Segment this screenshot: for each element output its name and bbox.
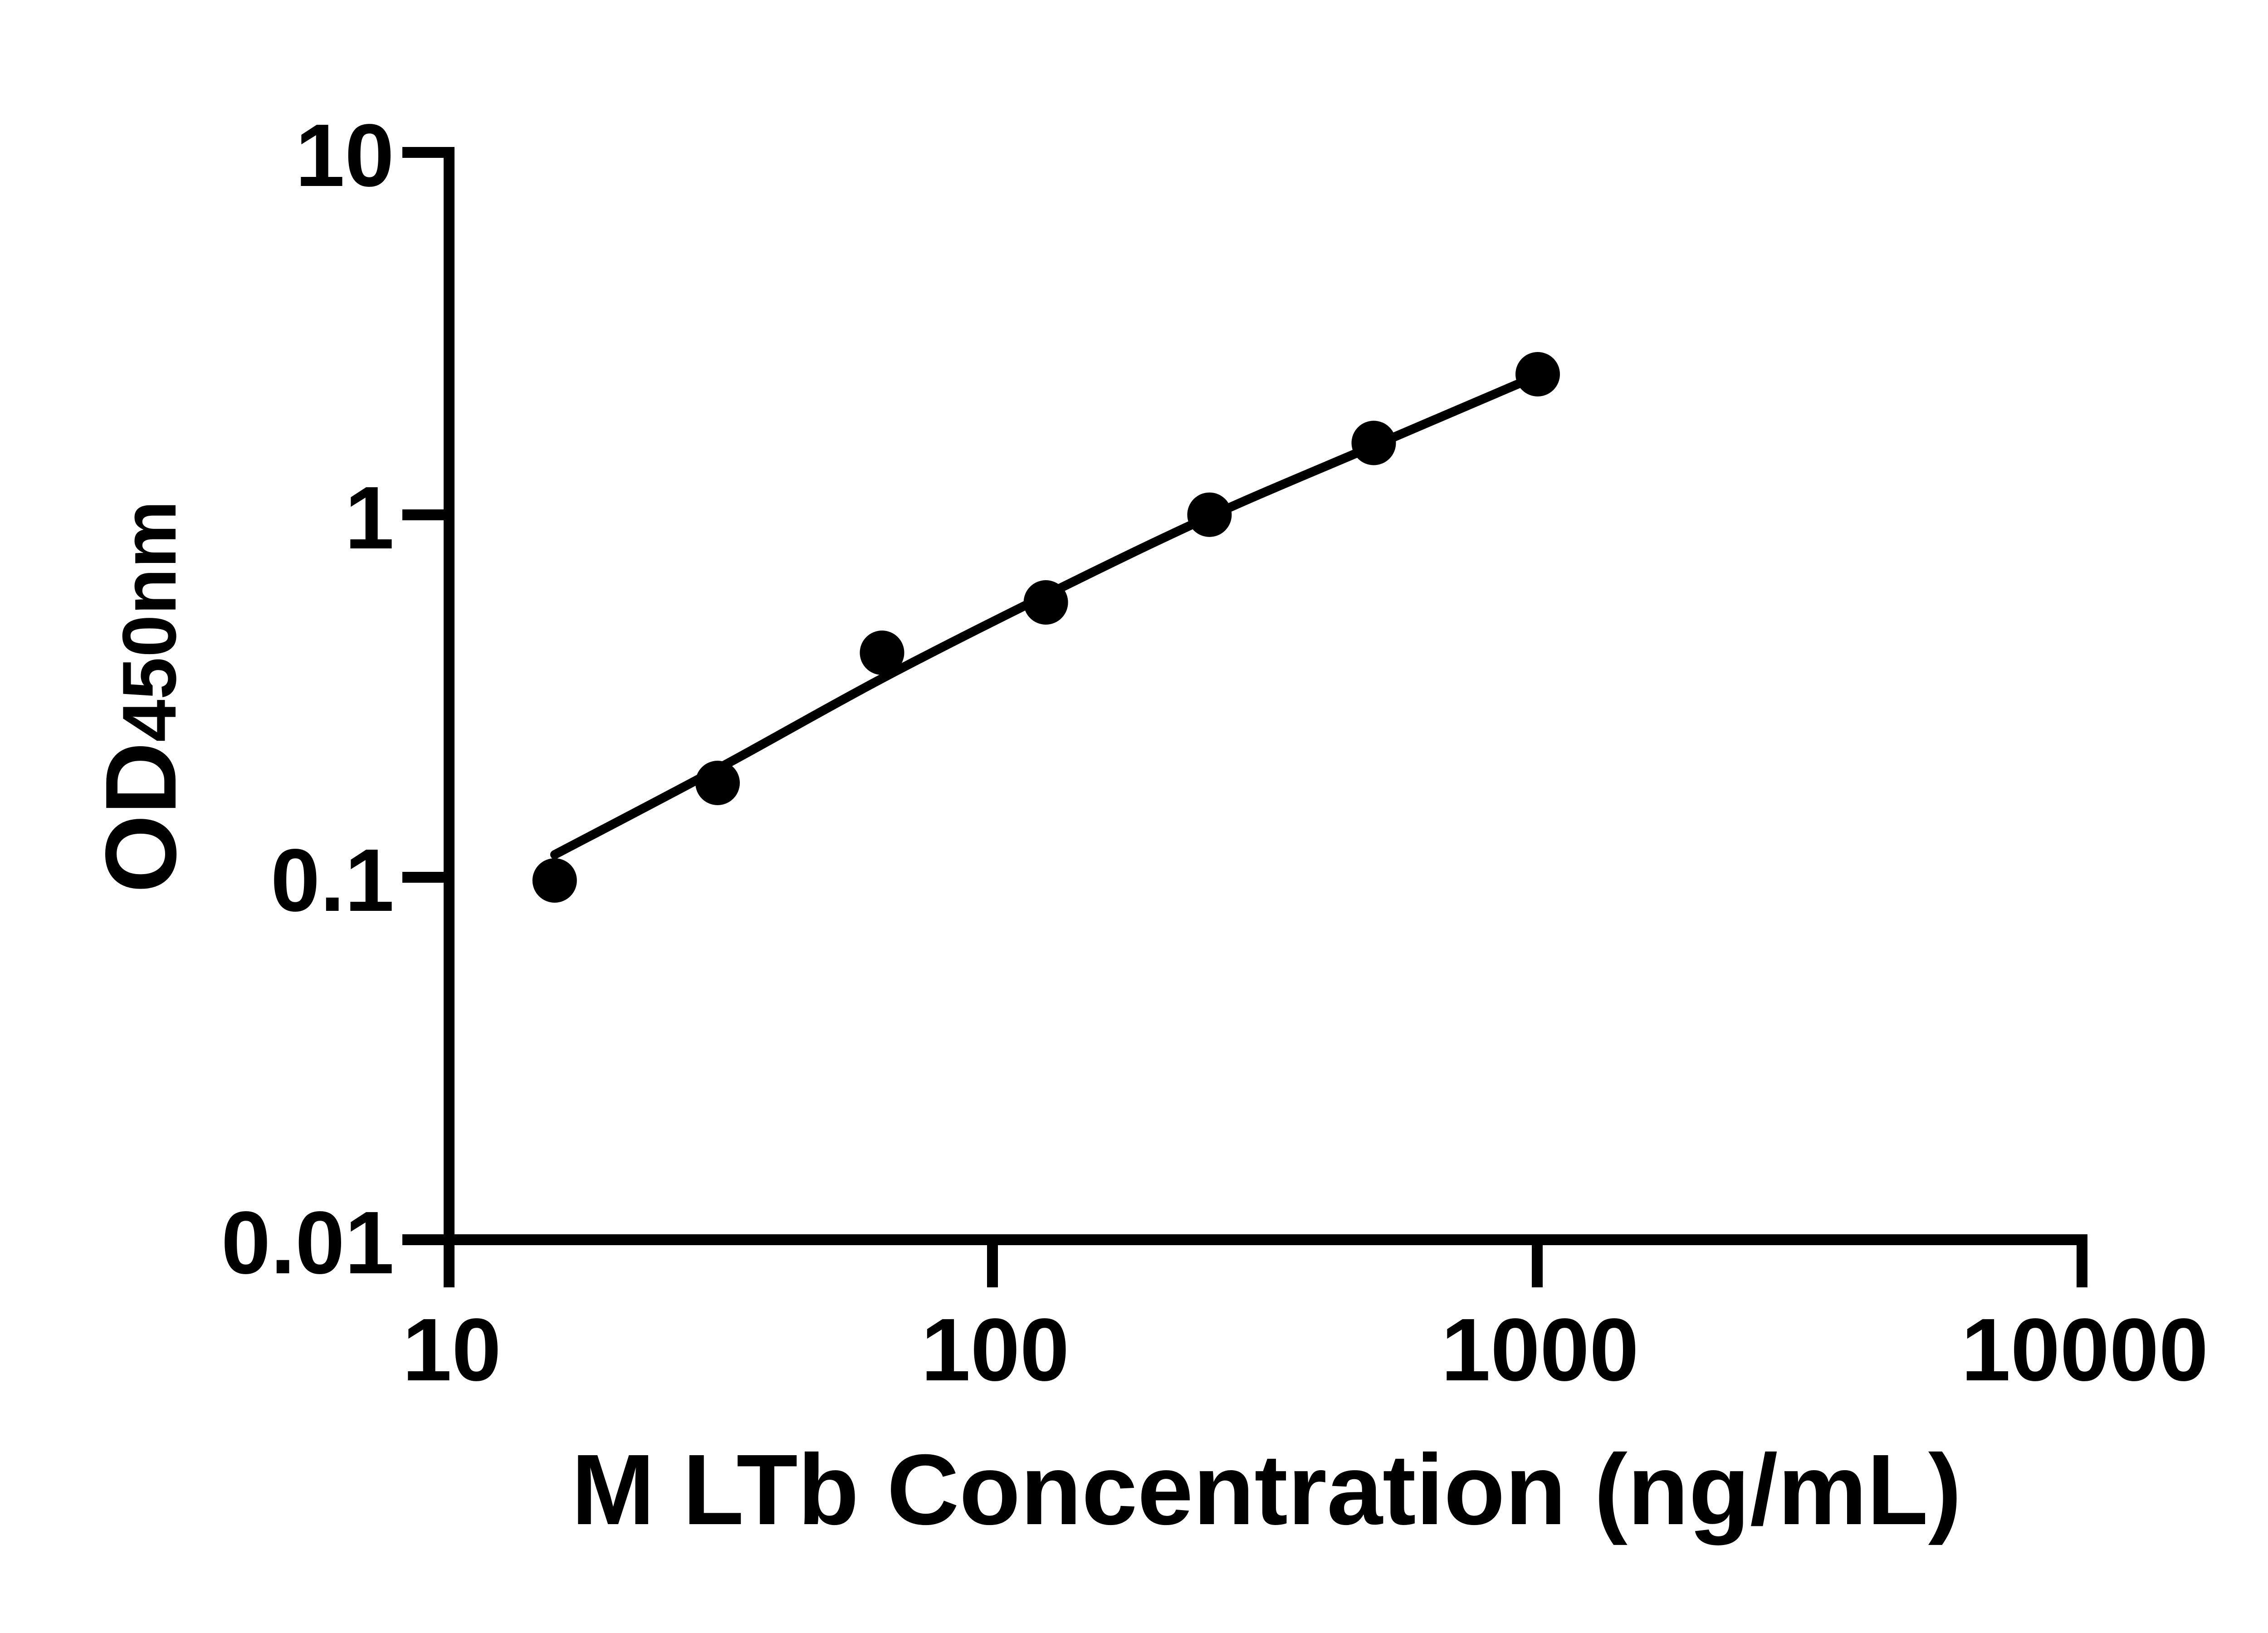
svg-text:1: 1: [345, 468, 394, 567]
svg-text:OD450nm: OD450nm: [85, 500, 197, 893]
svg-text:10000: 10000: [1961, 1300, 2208, 1399]
svg-text:100: 100: [921, 1300, 1069, 1399]
svg-text:10: 10: [402, 1300, 501, 1399]
svg-text:10: 10: [295, 106, 394, 205]
svg-text:0.1: 0.1: [271, 831, 394, 930]
svg-text:0.01: 0.01: [221, 1193, 394, 1292]
svg-text:1000: 1000: [1441, 1300, 1639, 1399]
svg-text:M LTb Concentration (ng/mL): M LTb Concentration (ng/mL): [572, 1433, 1962, 1545]
